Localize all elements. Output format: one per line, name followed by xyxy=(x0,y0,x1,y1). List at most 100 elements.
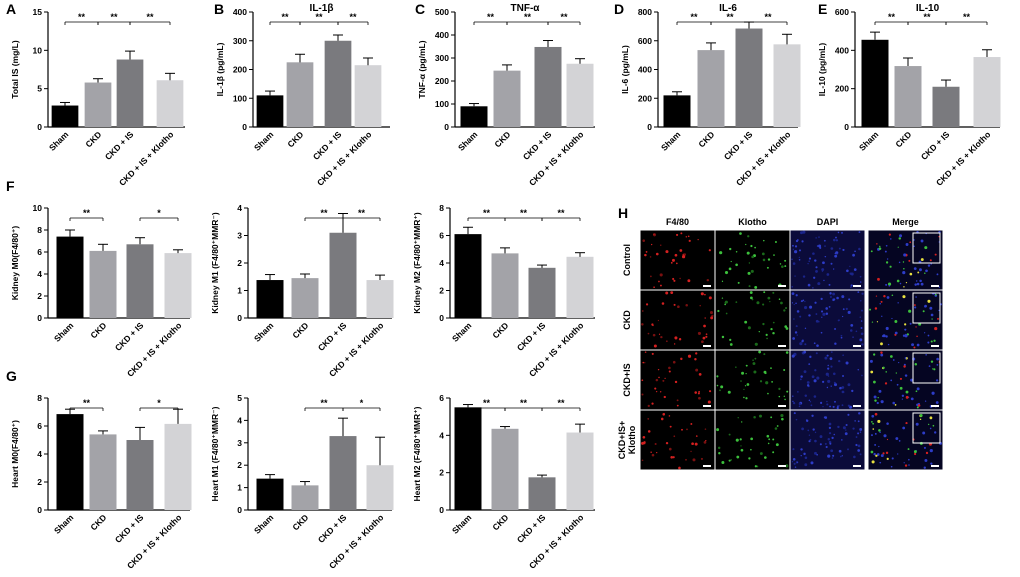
fluorescence-spot xyxy=(740,448,744,452)
fluorescence-spot xyxy=(802,275,806,278)
micrograph-tile xyxy=(714,229,791,291)
fluorescence-spot xyxy=(812,428,815,431)
fluorescence-spot xyxy=(672,456,675,459)
y-tick-label: 2 xyxy=(237,258,242,268)
fluorescence-spot xyxy=(745,243,747,246)
fluorescence-spot xyxy=(913,450,917,453)
fluorescence-spot xyxy=(853,455,856,459)
fluorescence-spot xyxy=(792,262,796,265)
fluorescence-spot xyxy=(729,338,732,342)
chart-title: IL-6 xyxy=(719,3,737,14)
fluorescence-spot xyxy=(673,303,676,306)
fluorescence-spot xyxy=(876,453,880,456)
fluorescence-spot xyxy=(708,390,712,393)
fluorescence-spot xyxy=(908,309,912,313)
fluorescence-spot xyxy=(803,452,806,456)
fluorescence-spot xyxy=(848,298,851,301)
y-tick-label: 8 xyxy=(37,393,42,403)
fluorescence-spot xyxy=(891,317,893,320)
fluorescence-spot xyxy=(834,342,837,345)
fluorescence-spot xyxy=(822,261,825,265)
fluorescence-spot xyxy=(884,382,888,385)
fluorescence-spot xyxy=(766,434,770,438)
fluorescence-spot xyxy=(739,232,742,235)
y-tick-label: 0 xyxy=(237,505,242,515)
scale-bar xyxy=(931,405,939,407)
fluorescence-spot xyxy=(814,451,817,455)
fluorescence-spot xyxy=(879,461,882,464)
fluorescence-spot xyxy=(822,406,824,408)
fluorescence-spot xyxy=(747,235,750,238)
fluorescence-spot xyxy=(823,239,826,242)
fluorescence-spot xyxy=(815,319,819,323)
fluorescence-spot xyxy=(888,285,891,287)
y-tick-label: 3 xyxy=(237,231,242,241)
fluorescence-spot xyxy=(799,315,802,318)
fluorescence-spot xyxy=(936,357,939,361)
fluorescence-spot xyxy=(695,352,698,355)
fluorescence-spot xyxy=(882,366,885,369)
fluorescence-spot xyxy=(892,401,896,405)
fluorescence-spot xyxy=(924,458,928,462)
y-tick-label: 2 xyxy=(439,468,444,478)
significance-label: ** xyxy=(557,398,565,408)
fluorescence-spot xyxy=(896,383,899,386)
fluorescence-spot xyxy=(841,386,845,389)
fluorescence-spot xyxy=(815,237,817,239)
fluorescence-spot xyxy=(807,283,811,287)
fluorescence-spot xyxy=(652,324,654,327)
fluorescence-spot xyxy=(870,420,873,423)
fluorescence-spot xyxy=(725,312,728,315)
fluorescence-spot xyxy=(794,275,796,277)
fluorescence-spot xyxy=(815,352,818,355)
fluorescence-spot xyxy=(857,291,860,294)
x-tick-label: Sham xyxy=(857,129,881,153)
fluorescence-spot xyxy=(792,448,795,451)
fluorescence-spot xyxy=(795,325,798,328)
fluorescence-spot xyxy=(796,310,800,313)
fluorescence-spot xyxy=(748,457,751,460)
fluorescence-spot xyxy=(813,379,817,383)
scale-bar xyxy=(778,285,786,287)
fluorescence-spot xyxy=(750,448,752,451)
fluorescence-spot xyxy=(762,258,766,262)
fluorescence-spot xyxy=(665,340,668,343)
y-tick-label: 1 xyxy=(237,286,242,296)
fluorescence-spot xyxy=(761,252,765,256)
fluorescence-spot xyxy=(934,253,937,256)
fluorescence-spot xyxy=(740,445,742,447)
bar-ckd-is-klotho xyxy=(773,44,801,127)
fluorescence-spot xyxy=(649,256,652,258)
fluorescence-spot xyxy=(698,372,702,376)
fluorescence-spot xyxy=(687,279,691,283)
fluorescence-spot xyxy=(769,301,771,303)
fluorescence-spot xyxy=(908,259,911,262)
fluorescence-spot xyxy=(828,426,832,430)
fluorescence-spot xyxy=(917,404,921,407)
scale-bar xyxy=(853,285,861,287)
fluorescence-spot xyxy=(932,424,935,427)
significance-label: ** xyxy=(487,12,495,22)
micrograph-tile xyxy=(714,349,791,411)
fluorescence-spot xyxy=(938,235,940,238)
fluorescence-spot xyxy=(924,272,926,274)
fluorescence-spot xyxy=(659,273,663,277)
fluorescence-spot xyxy=(643,441,646,444)
fluorescence-spot xyxy=(930,340,933,343)
fluorescence-spot xyxy=(801,340,804,343)
scale-bar xyxy=(778,345,786,347)
x-tick-label: Sham xyxy=(52,512,76,536)
fluorescence-spot xyxy=(785,327,789,330)
fluorescence-spot xyxy=(879,245,881,248)
fluorescence-spot xyxy=(845,423,848,427)
fluorescence-spot xyxy=(669,425,672,428)
fluorescence-spot xyxy=(694,358,697,361)
fluorescence-spot xyxy=(850,284,853,287)
fluorescence-spot xyxy=(842,354,844,357)
fluorescence-spot xyxy=(816,453,818,456)
fluorescence-spot xyxy=(793,462,796,465)
fluorescence-spot xyxy=(916,282,920,286)
fluorescence-spot xyxy=(817,282,821,286)
fluorescence-spot xyxy=(842,374,845,377)
